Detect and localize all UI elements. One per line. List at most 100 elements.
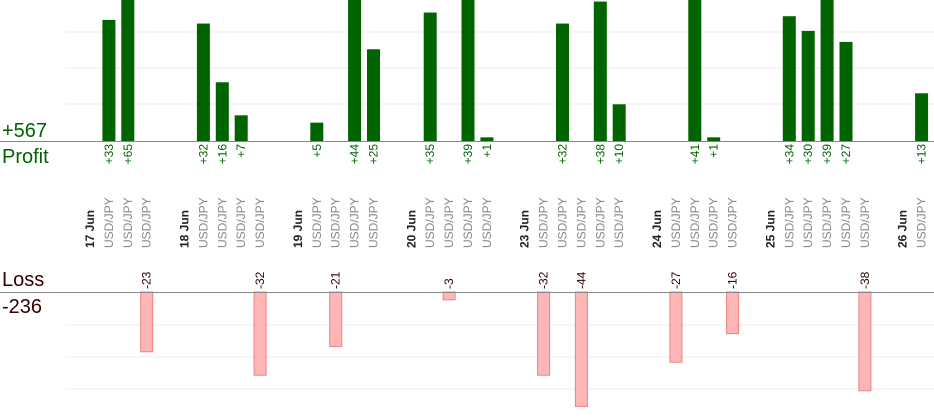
profit-value-label: +30 bbox=[801, 144, 815, 165]
pair-label: USD/JPY bbox=[480, 197, 494, 248]
loss-value-label: -23 bbox=[140, 271, 154, 289]
loss-bar bbox=[574, 291, 588, 407]
loss-bar bbox=[537, 291, 551, 376]
loss-bar bbox=[726, 291, 740, 335]
pair-label: USD/JPY bbox=[423, 197, 437, 248]
profit-value-label: +25 bbox=[367, 144, 381, 165]
pair-label: USD/JPY bbox=[329, 197, 343, 248]
date-label: 20 Jun bbox=[404, 210, 418, 248]
pair-label: USD/JPY bbox=[801, 197, 815, 248]
profit-value-label: +32 bbox=[556, 144, 570, 165]
profit-value-label: +1 bbox=[707, 144, 721, 158]
pair-label: USD/JPY bbox=[196, 197, 210, 248]
pair-label: USD/JPY bbox=[858, 197, 872, 248]
loss-bars: -23 -32 -21 -3 -32 -44 -27 -16 -38 bbox=[140, 271, 872, 407]
profit-value-label: +65 bbox=[121, 144, 135, 165]
profit-bar bbox=[102, 19, 116, 141]
profit-value-label: +34 bbox=[782, 144, 796, 165]
profit-bar bbox=[461, 0, 475, 141]
pair-label: USD/JPY bbox=[234, 197, 248, 248]
axes bbox=[0, 141, 934, 293]
date-label: 25 Jun bbox=[763, 210, 777, 248]
profit-value-label: +39 bbox=[461, 144, 475, 165]
pair-label: USD/JPY bbox=[726, 197, 740, 248]
profit-bar bbox=[196, 23, 210, 142]
loss-bar bbox=[669, 291, 683, 363]
category-labels: 17 Jun USD/JPY USD/JPY USD/JPY 18 Jun USD/JPY… bbox=[83, 197, 929, 248]
loss-bar bbox=[442, 291, 456, 301]
profit-bar bbox=[348, 0, 362, 141]
profit-bars: +33 +65 +32 +16 +7 +5 +44 +25 +35 +39 +1 +32 +38 +10 +… bbox=[102, 0, 929, 164]
profit-value-label: +27 bbox=[839, 144, 853, 165]
profit-bar bbox=[915, 93, 929, 141]
loss-bar bbox=[140, 291, 154, 353]
pair-label: USD/JPY bbox=[593, 197, 607, 248]
loss-total: -236 bbox=[2, 296, 43, 318]
pair-label: USD/JPY bbox=[140, 197, 154, 248]
pair-label: USD/JPY bbox=[688, 197, 702, 248]
pair-label: USD/JPY bbox=[461, 197, 475, 248]
pair-label: USD/JPY bbox=[707, 197, 721, 248]
profit-value-label: +5 bbox=[310, 144, 324, 158]
profit-bar bbox=[234, 115, 248, 141]
pair-label: USD/JPY bbox=[915, 197, 929, 248]
date-label: 24 Jun bbox=[650, 210, 664, 248]
profit-bar bbox=[612, 104, 626, 141]
pair-label: USD/JPY bbox=[574, 197, 588, 248]
profit-bar bbox=[556, 23, 569, 142]
pair-label: USD/JPY bbox=[839, 197, 853, 248]
profit-bar bbox=[310, 122, 324, 141]
date-label: 18 Jun bbox=[178, 210, 192, 248]
loss-bar bbox=[329, 291, 343, 348]
loss-value-label: -21 bbox=[329, 271, 343, 289]
pair-label: USD/JPY bbox=[782, 197, 796, 248]
date-label: 17 Jun bbox=[83, 210, 97, 248]
profit-bar bbox=[367, 49, 380, 141]
pair-label: USD/JPY bbox=[102, 197, 116, 248]
date-label: 26 Jun bbox=[896, 210, 910, 248]
pair-label: USD/JPY bbox=[367, 197, 381, 248]
profit-bar bbox=[782, 16, 796, 141]
profit-value-label: +41 bbox=[688, 144, 702, 165]
date-label: 19 Jun bbox=[291, 210, 305, 248]
profit-value-label: +33 bbox=[102, 144, 116, 165]
loss-value-label: -32 bbox=[537, 271, 551, 289]
pair-label: USD/JPY bbox=[215, 197, 229, 248]
profit-bar bbox=[801, 30, 815, 141]
loss-value-label: -16 bbox=[726, 271, 740, 289]
profit-bar bbox=[480, 137, 494, 141]
loss-value-label: -3 bbox=[442, 278, 456, 289]
profit-bar bbox=[688, 0, 702, 141]
profit-bar bbox=[707, 137, 721, 141]
profit-value-label: +13 bbox=[915, 144, 929, 165]
profit-value-label: +7 bbox=[234, 144, 248, 158]
loss-bar bbox=[858, 291, 872, 392]
pair-label: USD/JPY bbox=[669, 197, 683, 248]
pair-label: USD/JPY bbox=[612, 197, 626, 248]
profit-bar bbox=[593, 1, 607, 142]
profit-value-label: +16 bbox=[215, 144, 229, 165]
profit-value-label: +1 bbox=[480, 144, 494, 158]
loss-value-label: -38 bbox=[858, 271, 872, 289]
profit-total: +567 bbox=[2, 120, 48, 142]
pair-label: USD/JPY bbox=[253, 197, 267, 248]
pair-label: USD/JPY bbox=[537, 197, 551, 248]
pair-label: USD/JPY bbox=[310, 197, 324, 248]
profit-value-label: +39 bbox=[820, 144, 834, 165]
date-label: 23 Jun bbox=[518, 210, 532, 248]
loss-bar bbox=[253, 291, 267, 376]
profit-value-label: +10 bbox=[612, 144, 626, 165]
profit-value-label: +32 bbox=[196, 144, 210, 165]
pair-label: USD/JPY bbox=[820, 197, 834, 248]
pair-label: USD/JPY bbox=[556, 197, 570, 248]
loss-value-label: -44 bbox=[574, 271, 588, 289]
loss-label: Loss bbox=[2, 269, 45, 291]
profit-value-label: +38 bbox=[593, 144, 607, 165]
pair-label: USD/JPY bbox=[348, 197, 362, 248]
profit-label: Profit bbox=[2, 146, 49, 168]
profit-bar bbox=[215, 82, 229, 141]
loss-value-label: -27 bbox=[669, 271, 683, 289]
profit-bar bbox=[839, 41, 853, 141]
profit-bar bbox=[121, 0, 135, 141]
